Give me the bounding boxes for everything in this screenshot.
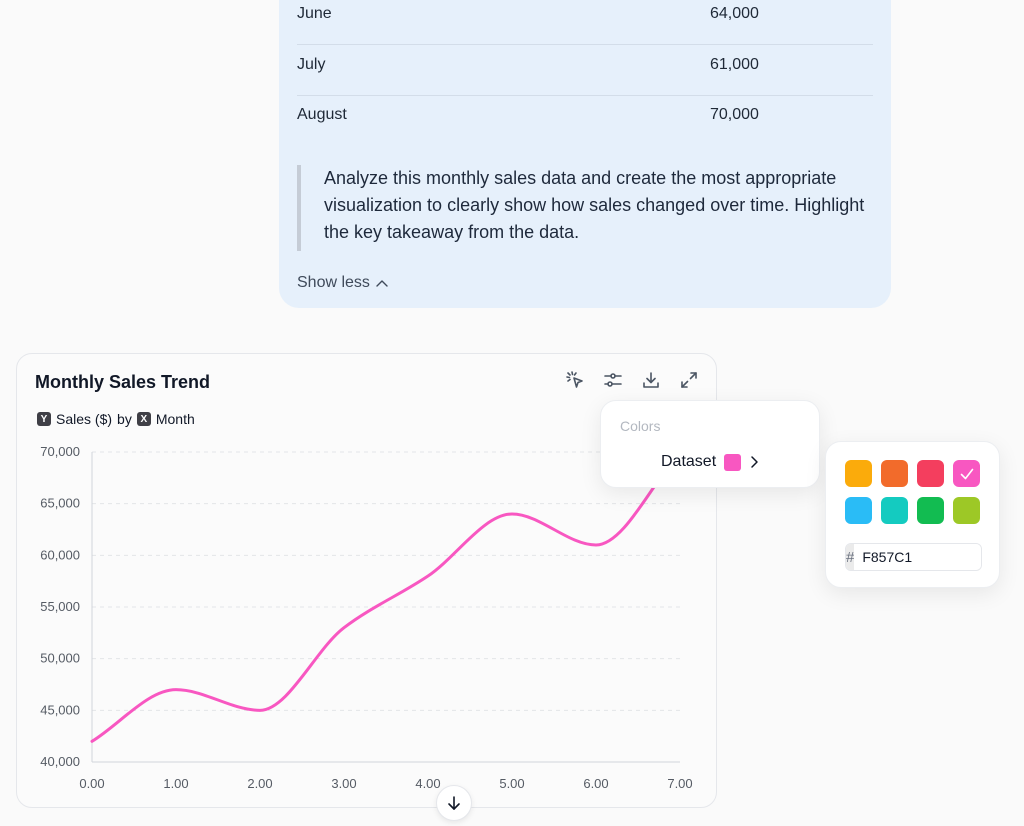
x-tick-label: 7.00 — [667, 776, 692, 791]
chevron-up-icon — [376, 280, 388, 287]
month-cell: July — [297, 56, 326, 73]
y-tick-label: 70,000 — [40, 444, 80, 459]
hex-input[interactable] — [854, 544, 981, 570]
show-less-label: Show less — [297, 274, 370, 291]
colors-popover: Colors Dataset — [600, 400, 820, 488]
dataset-color-swatch — [724, 453, 742, 471]
download-button[interactable] — [641, 370, 661, 390]
prompt-blockquote: Analyze this monthly sales data and crea… — [297, 165, 867, 251]
expand-button[interactable] — [679, 370, 699, 390]
show-less-button[interactable]: Show less — [297, 274, 388, 292]
color-swatch[interactable] — [845, 497, 872, 524]
chart-settings-button[interactable] — [603, 370, 623, 390]
y-tick-label: 45,000 — [40, 702, 80, 717]
color-swatch[interactable] — [917, 497, 944, 524]
colors-header: Colors — [620, 418, 661, 434]
color-swatch[interactable] — [953, 497, 980, 524]
x-field-label: Month — [155, 411, 195, 427]
color-swatch[interactable] — [917, 460, 944, 487]
chart-title: Monthly Sales Trend — [35, 372, 211, 392]
x-tick-label: 4.00 — [415, 776, 440, 791]
check-icon — [960, 468, 973, 479]
dataset-color-item[interactable]: Dataset — [661, 453, 759, 471]
y-tick-label: 60,000 — [40, 547, 80, 562]
message-bubble — [279, 0, 891, 308]
color-swatch[interactable] — [881, 460, 908, 487]
x-tick-label: 6.00 — [583, 776, 608, 791]
color-swatch[interactable] — [881, 497, 908, 524]
select-pointer-button[interactable] — [565, 370, 585, 390]
month-cell: August — [297, 106, 347, 123]
month-cell: June — [297, 5, 332, 22]
y-axis-badge: Y — [37, 412, 51, 426]
color-swatch[interactable] — [845, 460, 872, 487]
axis-description: Y Sales ($) by X Month — [37, 411, 195, 427]
color-palette: # — [825, 441, 1000, 588]
series-line — [90, 450, 682, 743]
x-tick-label: 2.00 — [247, 776, 272, 791]
x-axis-badge: X — [136, 412, 151, 426]
expand-icon — [681, 372, 697, 388]
arrow-down-icon — [448, 796, 460, 810]
y-tick-label: 40,000 — [40, 754, 80, 769]
sliders-icon — [604, 373, 622, 387]
value-cell: 70,000 — [710, 106, 759, 123]
x-tick-label: 3.00 — [331, 776, 356, 791]
by-label: by — [117, 411, 132, 427]
download-icon — [643, 372, 659, 388]
x-tick-label: 1.00 — [163, 776, 188, 791]
table-row: July 61,000 — [297, 56, 873, 107]
y-tick-label: 55,000 — [40, 599, 80, 614]
color-swatch[interactable] — [953, 460, 980, 487]
scroll-down-button[interactable] — [436, 785, 472, 821]
chart-toolbar — [565, 370, 699, 390]
hex-color-field: # — [845, 543, 982, 571]
chevron-right-icon — [751, 456, 758, 468]
dataset-label: Dataset — [661, 453, 717, 470]
hex-prefix: # — [846, 544, 855, 570]
select-pointer-icon — [566, 371, 583, 388]
y-tick-label: 65,000 — [40, 496, 80, 511]
y-field-label: Sales ($) — [56, 411, 113, 427]
table-row: June 64,000 — [297, 5, 873, 56]
x-tick-label: 5.00 — [499, 776, 524, 791]
value-cell: 64,000 — [710, 5, 759, 22]
value-cell: 61,000 — [710, 56, 759, 73]
y-tick-label: 50,000 — [40, 651, 80, 666]
table-row: August 70,000 — [297, 106, 873, 157]
x-tick-label: 0.00 — [79, 776, 104, 791]
